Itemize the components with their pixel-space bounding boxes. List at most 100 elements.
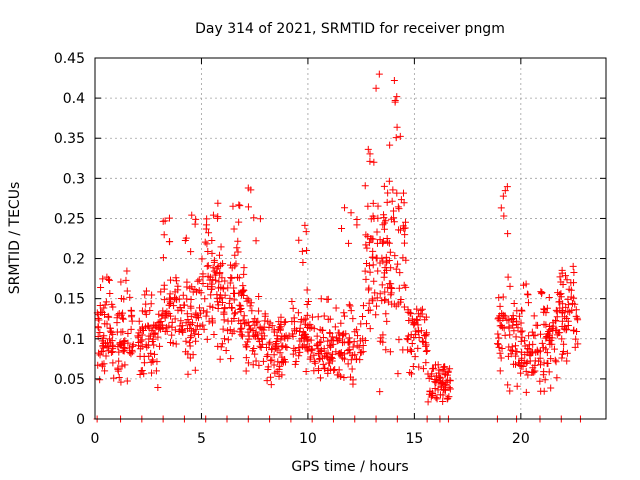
- data-point: [558, 317, 566, 325]
- data-point: [214, 213, 222, 221]
- data-point: [234, 237, 242, 245]
- data-point: [503, 316, 511, 324]
- data-point: [556, 329, 564, 337]
- data-point: [389, 186, 397, 194]
- data-point: [203, 308, 211, 316]
- data-point: [370, 277, 378, 285]
- data-point: [191, 366, 199, 374]
- data-point: [103, 320, 111, 328]
- data-point: [155, 310, 163, 318]
- data-point: [563, 276, 571, 284]
- x-tick-label: 5: [197, 431, 206, 447]
- data-point: [227, 355, 235, 363]
- data-point: [274, 335, 282, 343]
- data-point: [522, 367, 530, 375]
- data-point: [235, 201, 243, 209]
- data-point: [189, 351, 197, 359]
- data-point: [255, 337, 263, 345]
- data-point: [365, 284, 373, 292]
- data-point: [94, 323, 102, 331]
- data-point: [101, 301, 109, 309]
- data-point: [359, 312, 367, 320]
- data-point: [512, 333, 520, 341]
- chart-title: Day 314 of 2021, SRMTID for receiver png…: [195, 21, 505, 37]
- data-point: [183, 295, 191, 303]
- data-point: [135, 317, 143, 325]
- data-point: [219, 298, 227, 306]
- data-point: [369, 199, 377, 207]
- data-point: [366, 157, 374, 165]
- data-point: [261, 317, 269, 325]
- data-point: [162, 311, 170, 319]
- data-point: [557, 293, 565, 301]
- data-point: [138, 342, 146, 350]
- data-point: [128, 317, 136, 325]
- data-point: [496, 302, 504, 310]
- data-point: [199, 279, 207, 287]
- data-point: [119, 328, 127, 336]
- data-point: [303, 286, 311, 294]
- data-point: [214, 342, 222, 350]
- data-point: [391, 252, 399, 260]
- data-point: [231, 310, 239, 318]
- data-point: [105, 276, 113, 284]
- data-point: [510, 300, 518, 308]
- data-point: [385, 177, 393, 185]
- data-point: [395, 284, 403, 292]
- data-point: [409, 318, 417, 326]
- y-tick-label: 0.2: [63, 252, 85, 268]
- data-point: [425, 374, 433, 382]
- data-point: [546, 326, 554, 334]
- data-point: [230, 296, 238, 304]
- data-point: [379, 221, 387, 229]
- data-point: [243, 294, 251, 302]
- data-point: [264, 317, 272, 325]
- data-point: [337, 319, 345, 327]
- data-point: [341, 204, 349, 212]
- data-point: [96, 329, 104, 337]
- data-point: [121, 361, 129, 369]
- data-point: [208, 236, 216, 244]
- data-point: [293, 327, 301, 335]
- data-point: [150, 321, 158, 329]
- data-point: [136, 370, 144, 378]
- data-point: [120, 295, 128, 303]
- data-point: [571, 343, 579, 351]
- data-point: [123, 287, 131, 295]
- data-point: [349, 343, 357, 351]
- data-point: [562, 303, 570, 311]
- data-point: [497, 354, 505, 362]
- data-point: [332, 304, 340, 312]
- data-point: [504, 230, 512, 238]
- data-point: [235, 218, 243, 226]
- data-point: [142, 287, 150, 295]
- data-point: [187, 312, 195, 320]
- data-point: [159, 217, 167, 225]
- data-point: [206, 302, 214, 310]
- data-point: [419, 338, 427, 346]
- data-point: [379, 331, 387, 339]
- data-point: [572, 306, 580, 314]
- data-point: [231, 251, 239, 259]
- data-point: [249, 326, 257, 334]
- data-point: [128, 311, 136, 319]
- data-point: [422, 359, 430, 367]
- data-point: [151, 350, 159, 358]
- data-point: [515, 312, 523, 320]
- data-point: [570, 279, 578, 287]
- data-point: [418, 337, 426, 345]
- data-point: [345, 301, 353, 309]
- data-point: [192, 337, 200, 345]
- data-point: [120, 338, 128, 346]
- data-point: [277, 336, 285, 344]
- data-point: [295, 352, 303, 360]
- data-point: [415, 333, 423, 341]
- data-point: [220, 308, 228, 316]
- data-point: [544, 359, 552, 367]
- data-point: [96, 302, 104, 310]
- data-point: [528, 328, 536, 336]
- data-point: [296, 324, 304, 332]
- data-point: [558, 350, 566, 358]
- data-point: [127, 325, 135, 333]
